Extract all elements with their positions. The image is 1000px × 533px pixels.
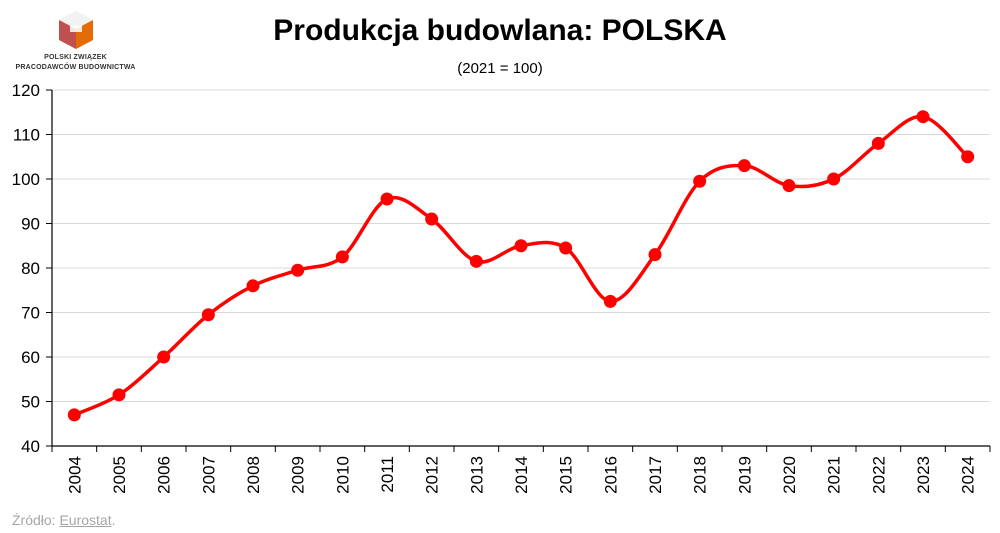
x-tick-label: 2004 (65, 456, 84, 494)
chart-subtitle: (2021 = 100) (457, 60, 543, 77)
y-tick-label: 100 (12, 170, 40, 189)
x-tick-label: 2017 (646, 456, 665, 494)
x-tick-label: 2013 (467, 456, 486, 494)
y-tick-label: 50 (21, 393, 40, 412)
data-point (559, 241, 573, 255)
data-point (871, 136, 885, 150)
source-suffix: . (111, 512, 116, 528)
chart-title: Produkcja budowlana: POLSKA (273, 14, 727, 47)
logo: POLSKI ZWIĄZEK PRACODAWCÓW BUDOWNICTWA (8, 8, 143, 78)
y-tick-label: 110 (13, 126, 40, 145)
data-point (737, 159, 751, 173)
x-tick-label: 2014 (512, 456, 531, 494)
x-tick-label: 2020 (780, 456, 799, 494)
data-points (67, 110, 975, 422)
series-line (73, 114, 969, 417)
x-tick-label: 2010 (333, 456, 352, 494)
x-tick-label: 2008 (244, 456, 263, 494)
x-tick-label: 2023 (914, 456, 933, 494)
source-link[interactable]: Eurostat (59, 512, 112, 528)
x-tick-label: 2019 (735, 456, 754, 494)
data-point (112, 388, 126, 402)
logo-text-line1: POLSKI ZWIĄZEK (44, 54, 107, 61)
logo-text-line2: PRACODAWCÓW BUDOWNICTWA (15, 64, 136, 71)
x-tick-label: 2009 (289, 456, 308, 494)
x-tick-label: 2015 (557, 456, 576, 494)
data-point (827, 172, 841, 186)
data-point (961, 150, 975, 164)
y-tick-label: 80 (21, 259, 40, 278)
data-point (335, 250, 349, 264)
data-point (157, 350, 171, 364)
y-tick-label: 90 (21, 215, 40, 234)
data-point (201, 308, 215, 322)
x-tick-label: 2012 (423, 456, 442, 494)
x-tick-label: 2011 (378, 456, 397, 493)
x-tick-label: 2006 (155, 456, 174, 494)
source-prefix: Źródło: (12, 512, 60, 528)
y-tick-label: 60 (21, 348, 40, 367)
x-tick-label: 2022 (869, 456, 888, 494)
x-tick-label: 2024 (959, 456, 978, 494)
y-tick-label: 120 (12, 81, 40, 100)
data-point (603, 294, 617, 308)
grid-lines (52, 89, 990, 402)
data-point (693, 174, 707, 188)
y-tick-label: 40 (21, 437, 40, 456)
data-point (514, 239, 528, 253)
x-tick-labels: 2004 2005 2006 2007 2008 2009 2010 2011 2012 2013… (65, 456, 977, 494)
data-point (648, 248, 662, 262)
data-point (782, 179, 796, 193)
data-point (246, 279, 260, 293)
x-tick-label: 2018 (691, 456, 710, 494)
y-tick-labels: 40 50 60 70 80 90 100 110 120 (12, 81, 40, 456)
x-tick-label: 2021 (825, 456, 844, 494)
data-point (291, 263, 305, 277)
x-tick-label: 2007 (199, 456, 218, 494)
data-point (380, 192, 394, 206)
data-point (469, 254, 483, 268)
construction-federation-logo-icon (59, 11, 93, 49)
source-note: Źródło: Eurostat. (12, 512, 116, 528)
data-series (73, 114, 969, 417)
data-point (425, 212, 439, 226)
data-point (916, 110, 930, 124)
data-point (67, 408, 81, 422)
x-tick-label: 2016 (601, 456, 620, 494)
x-tick-label: 2005 (110, 456, 129, 494)
y-tick-label: 70 (21, 304, 40, 323)
axes (46, 89, 991, 452)
